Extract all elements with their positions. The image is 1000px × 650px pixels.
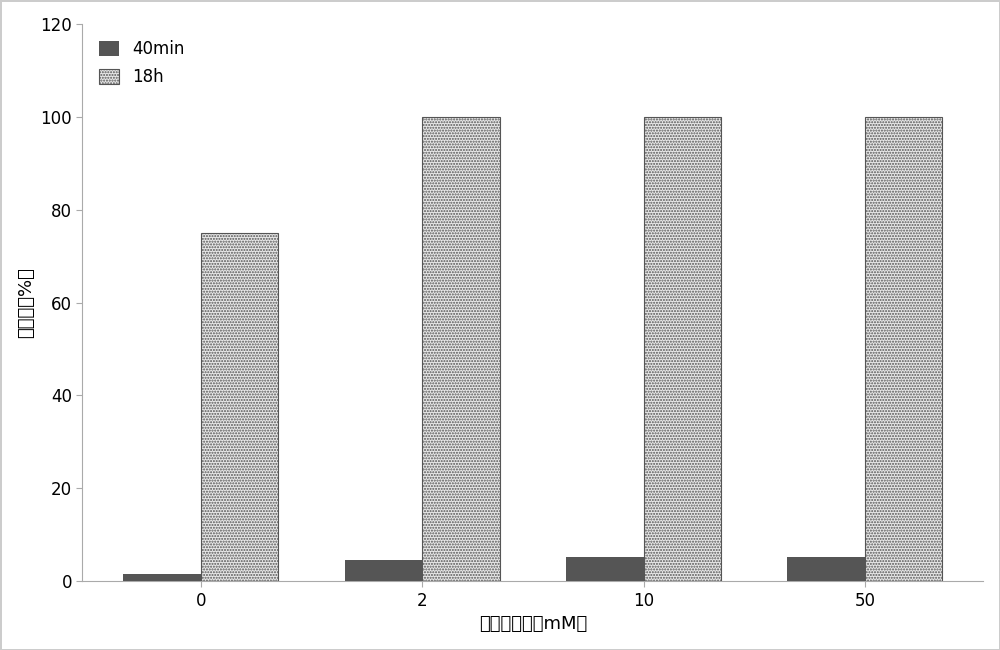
Legend: 40min, 18h: 40min, 18h [91,32,193,95]
X-axis label: 缓冲液浓度（mM）: 缓冲液浓度（mM） [479,616,587,633]
Bar [422,116,500,581]
Bar [865,116,942,581]
Bar [201,233,278,581]
Bar [566,557,644,581]
Bar [345,560,422,581]
Bar [787,557,865,581]
Y-axis label: 转化率（%）: 转化率（%） [17,267,35,338]
Bar [644,116,721,581]
Bar [123,575,201,581]
